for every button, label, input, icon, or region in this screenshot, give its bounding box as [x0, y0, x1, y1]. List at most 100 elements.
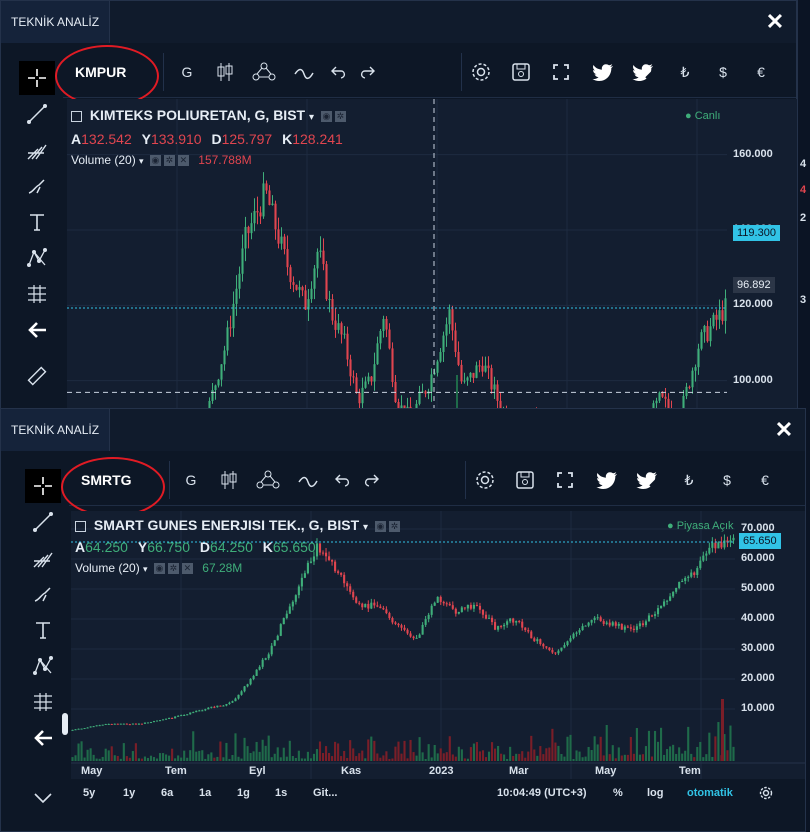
range-1y[interactable]: 1y	[123, 787, 136, 799]
twitter-share-button[interactable]	[583, 47, 623, 97]
volume-bar	[288, 740, 291, 761]
settings-button[interactable]	[467, 455, 503, 505]
candle	[635, 626, 638, 630]
candle	[418, 634, 421, 638]
brush-tool[interactable]	[19, 169, 55, 203]
clock-timezone: (UTC+3)	[544, 787, 587, 799]
percent-toggle[interactable]: %	[613, 787, 623, 799]
candle	[617, 623, 620, 626]
eye-icon[interactable]: ◉	[320, 110, 332, 122]
settings-icon[interactable]: ✲	[167, 563, 179, 575]
close-button[interactable]: ✕	[765, 9, 785, 34]
redo-button[interactable]	[357, 455, 385, 505]
chart-settings-button[interactable]	[759, 783, 773, 803]
close-button[interactable]: ✕	[774, 417, 794, 442]
close-icon[interactable]: ✕	[181, 563, 193, 575]
volume-bar	[614, 758, 617, 761]
pattern-tool[interactable]	[19, 241, 55, 275]
interval-button[interactable]: G	[181, 64, 193, 80]
chart-canvas[interactable]	[71, 511, 805, 779]
settings-icon[interactable]: ✲	[334, 110, 346, 122]
volume-bar	[252, 751, 255, 761]
collapse-icon[interactable]	[75, 520, 86, 532]
range-5y[interactable]: 5y	[83, 787, 96, 799]
currency-eur-button[interactable]: €	[761, 472, 769, 488]
eye-icon[interactable]: ◉	[149, 155, 161, 167]
legend-dropdown-icon[interactable]: ▾	[308, 112, 315, 123]
text-tool[interactable]	[25, 613, 61, 647]
candle	[207, 707, 210, 710]
price-chart[interactable]: KIMTEKS POLIURETAN, G, BIST ▾ ◉ ✲ A132.54…	[67, 99, 797, 411]
currency-eur-button[interactable]: €	[757, 64, 765, 80]
close-icon[interactable]: ✕	[177, 155, 189, 167]
fullscreen-button[interactable]	[543, 47, 579, 97]
candle	[261, 659, 264, 667]
candle	[143, 722, 147, 724]
back-button[interactable]	[25, 721, 61, 755]
range-1a[interactable]: 1a	[199, 787, 212, 799]
candle	[241, 248, 244, 274]
brush-tool[interactable]	[25, 577, 61, 611]
twitter-post-button[interactable]	[623, 47, 663, 97]
settings-button[interactable]	[463, 47, 499, 97]
log-toggle[interactable]: log	[647, 787, 664, 799]
text-tool[interactable]	[19, 205, 55, 239]
chart-canvas[interactable]	[67, 99, 797, 411]
settings-icon[interactable]: ✲	[163, 155, 175, 167]
candle	[128, 724, 131, 726]
trendline-tool[interactable]	[25, 505, 61, 539]
pattern-tool[interactable]	[25, 649, 61, 683]
candle-type-button[interactable]	[213, 455, 245, 505]
fibonacci-tool[interactable]	[25, 541, 61, 575]
currency-usd-button[interactable]: $	[723, 472, 731, 488]
undo-button[interactable]	[329, 455, 357, 505]
save-button[interactable]	[503, 47, 539, 97]
currency-usd-button[interactable]: $	[719, 64, 727, 80]
volume-bar	[596, 744, 599, 761]
redo-button[interactable]	[353, 47, 381, 97]
back-button[interactable]	[19, 313, 55, 347]
candle	[454, 608, 457, 614]
compare-button[interactable]	[291, 455, 325, 505]
range-1g[interactable]: 1g	[237, 787, 250, 799]
volume-dropdown-icon[interactable]: ▾	[139, 156, 144, 166]
save-button[interactable]	[507, 455, 543, 505]
price-chart[interactable]: SMART GUNES ENERJISI TEK., G, BIST ▾ ◉ ✲ …	[71, 511, 805, 779]
trendline-tool[interactable]	[19, 97, 55, 131]
indicators-button[interactable]	[247, 47, 281, 97]
interval-button[interactable]: G	[185, 472, 197, 488]
auto-toggle[interactable]: otomatik	[687, 787, 733, 799]
drawing-toolbar	[13, 53, 63, 409]
eye-icon[interactable]: ◉	[374, 520, 386, 532]
fibonacci-tool[interactable]	[19, 133, 55, 167]
currency-try-button[interactable]: ₺	[680, 63, 690, 80]
undo-button[interactable]	[325, 47, 353, 97]
indicators-button[interactable]	[251, 455, 285, 505]
eye-icon[interactable]: ◉	[153, 563, 165, 575]
twitter-post-button[interactable]	[627, 455, 667, 505]
range-6a[interactable]: 6a	[161, 787, 174, 799]
measure-lines-tool[interactable]	[25, 685, 61, 719]
fullscreen-button[interactable]	[547, 455, 583, 505]
toolbar-resize-handle[interactable]	[62, 713, 68, 735]
candle	[267, 654, 270, 659]
crosshair-tool[interactable]	[25, 469, 61, 503]
currency-try-button[interactable]: ₺	[684, 471, 694, 488]
volume-dropdown-icon[interactable]: ▾	[143, 564, 148, 574]
crosshair-tool[interactable]	[19, 61, 55, 95]
candle	[77, 728, 80, 730]
goto-date-button[interactable]: Git...	[313, 787, 338, 799]
ruler-tool[interactable]	[19, 359, 55, 393]
measure-lines-tool[interactable]	[19, 277, 55, 311]
legend-dropdown-icon[interactable]: ▾	[363, 522, 369, 533]
collapse-toolbar-button[interactable]	[25, 781, 61, 815]
compare-button[interactable]	[287, 47, 321, 97]
candle-type-button[interactable]	[209, 47, 241, 97]
close-value: 128.241	[292, 131, 343, 147]
settings-icon[interactable]: ✲	[388, 520, 400, 532]
candle	[566, 641, 569, 646]
range-1s[interactable]: 1s	[275, 787, 288, 799]
twitter-share-button[interactable]	[587, 455, 627, 505]
collapse-icon[interactable]	[71, 110, 82, 122]
candle	[439, 352, 442, 362]
